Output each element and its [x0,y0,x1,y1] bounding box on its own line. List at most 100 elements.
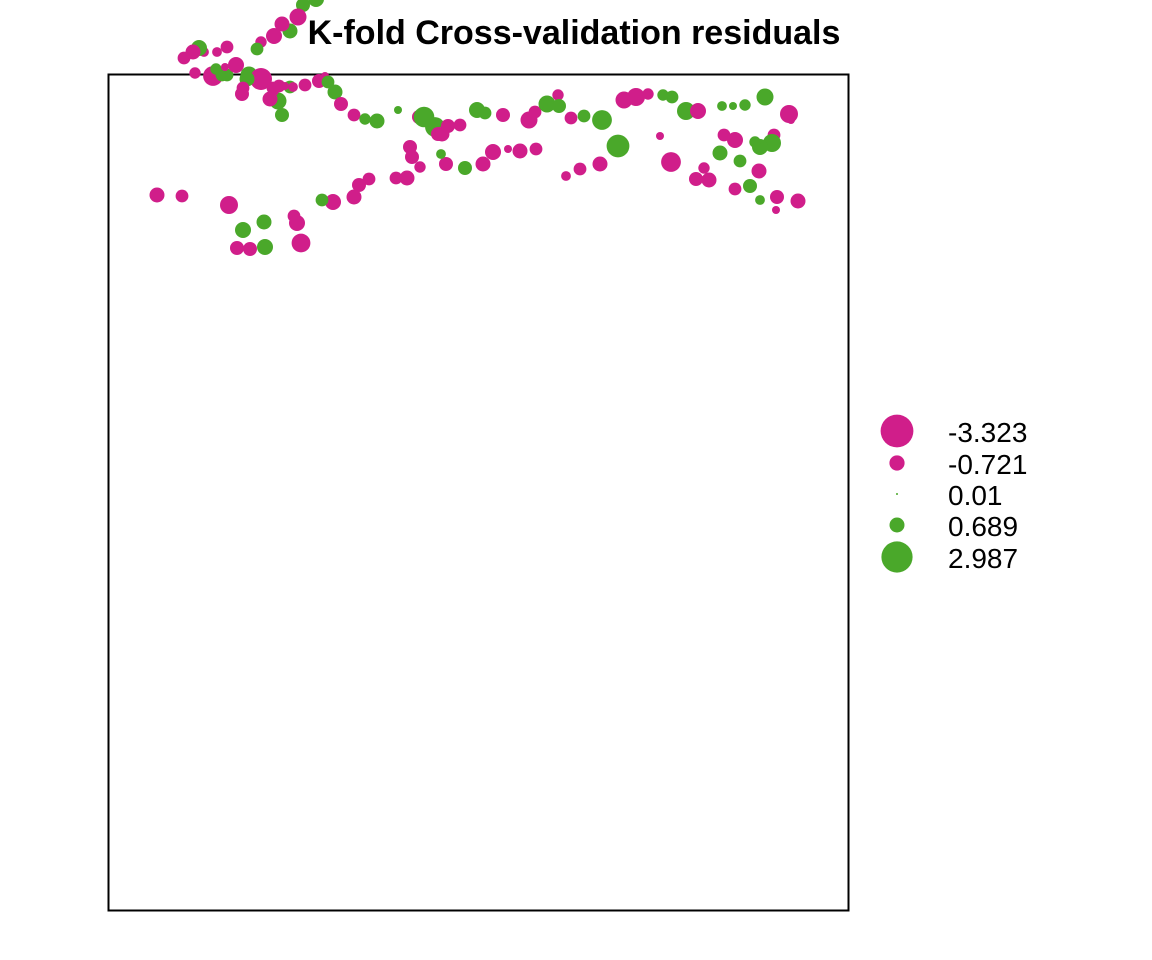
legend-symbol [880,414,914,448]
legend-symbol [889,455,905,471]
legend-symbol [896,493,898,495]
residual-point [690,103,706,119]
residual-point [149,187,165,203]
residual-point [347,108,361,122]
residual-point [756,88,774,106]
legend-label: -0.721 [948,449,1027,480]
residual-point [212,47,222,57]
residual-point [228,57,244,73]
residual-point [257,239,273,255]
residual-point [528,105,542,119]
residual-point [772,206,780,214]
legend-symbol [889,517,905,533]
residual-point [315,193,329,207]
residual-point [405,150,419,164]
residual-point [592,156,608,172]
legend: -3.323 -0.721 0.01 0.689 2.987 [880,414,1027,574]
residual-point [743,179,757,193]
residual-point [689,172,703,186]
residual-point [729,102,737,110]
residual-point [289,215,305,231]
residual-point [538,95,556,113]
residual-point [346,189,362,205]
residual-point [439,157,453,171]
residual-point [453,118,467,132]
residual-point [564,111,578,125]
residual-point [325,194,341,210]
residual-point [269,86,279,96]
residual-point [592,110,612,130]
residual-point [552,99,566,113]
residual-point [504,145,512,153]
residual-point [436,149,446,159]
residual-point [389,171,403,185]
legend-label: -3.323 [948,417,1027,448]
residual-point [298,78,312,92]
legend-label: 0.01 [948,480,1003,511]
residual-point [512,143,528,159]
residual-point [733,154,747,168]
residual-point [321,75,335,89]
residual-point [266,28,282,44]
residual-point [642,88,654,100]
residual-point [665,90,679,104]
residual-point [755,195,765,205]
legend-symbol [881,541,913,573]
residual-point [751,163,767,179]
residual-point [352,178,366,192]
residual-point [308,0,324,7]
residual-point [561,171,571,181]
residual-point [289,8,307,26]
legend-label: 2.987 [948,543,1018,574]
residual-point [787,116,795,124]
residual-point [327,84,343,100]
residual-point [189,67,201,79]
residual-point [394,106,402,114]
legend-label: 0.689 [948,511,1018,542]
residual-point [770,190,784,204]
residual-point [627,88,645,106]
residual-point [712,145,728,161]
residual-point [175,189,189,203]
residual-point [577,109,591,123]
residual-point [288,82,298,92]
residual-point [656,132,664,140]
residual-point [230,241,244,255]
residual-point [220,68,234,82]
residual-point [728,182,742,196]
residual-point [250,42,264,56]
residual-point [749,136,761,148]
residual-point [573,162,587,176]
chart-title: K-fold Cross-validation residuals [308,14,841,52]
residual-point [496,108,510,122]
residual-point [701,172,717,188]
residual-point [281,82,289,90]
residual-point [177,51,191,65]
residual-point [291,233,311,253]
residual-point [717,128,731,142]
residual-point [552,89,564,101]
residual-point [606,134,630,158]
residual-point [717,101,727,111]
residual-point [220,40,234,54]
residual-point [399,170,415,186]
residual-point [441,119,455,133]
residual-point [677,102,695,120]
residual-point [334,97,348,111]
residual-point [274,16,290,32]
residual-point [739,99,751,111]
residual-point [414,161,426,173]
residual-point [698,162,710,174]
legend-symbols [880,414,914,573]
residual-point [235,87,249,101]
residual-point [478,106,492,120]
residual-point [220,196,238,214]
residual-point [369,113,385,129]
residual-point [362,172,376,186]
residual-point [250,68,272,90]
residual-point [235,222,251,238]
points-layer [149,0,806,256]
residual-point [475,156,491,172]
residual-point [275,108,289,122]
